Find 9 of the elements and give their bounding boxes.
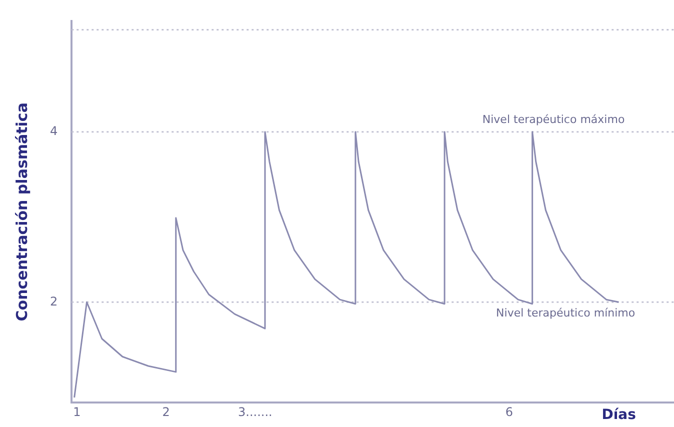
x-tick-label: 6 [505, 404, 513, 419]
ref-line-label: Nivel terapéutico máximo [482, 113, 625, 126]
y-axis-title: Concentración plasmática [12, 102, 31, 322]
x-axis-title: Días [602, 407, 636, 424]
x-tick-label: 1 [73, 404, 81, 419]
ref-line-label: Nivel terapéutico mínimo [496, 306, 636, 320]
y-tick-label: 4 [50, 124, 58, 138]
x-tick-label: 2 [162, 404, 170, 419]
x-tick-label: 3....... [238, 404, 272, 419]
